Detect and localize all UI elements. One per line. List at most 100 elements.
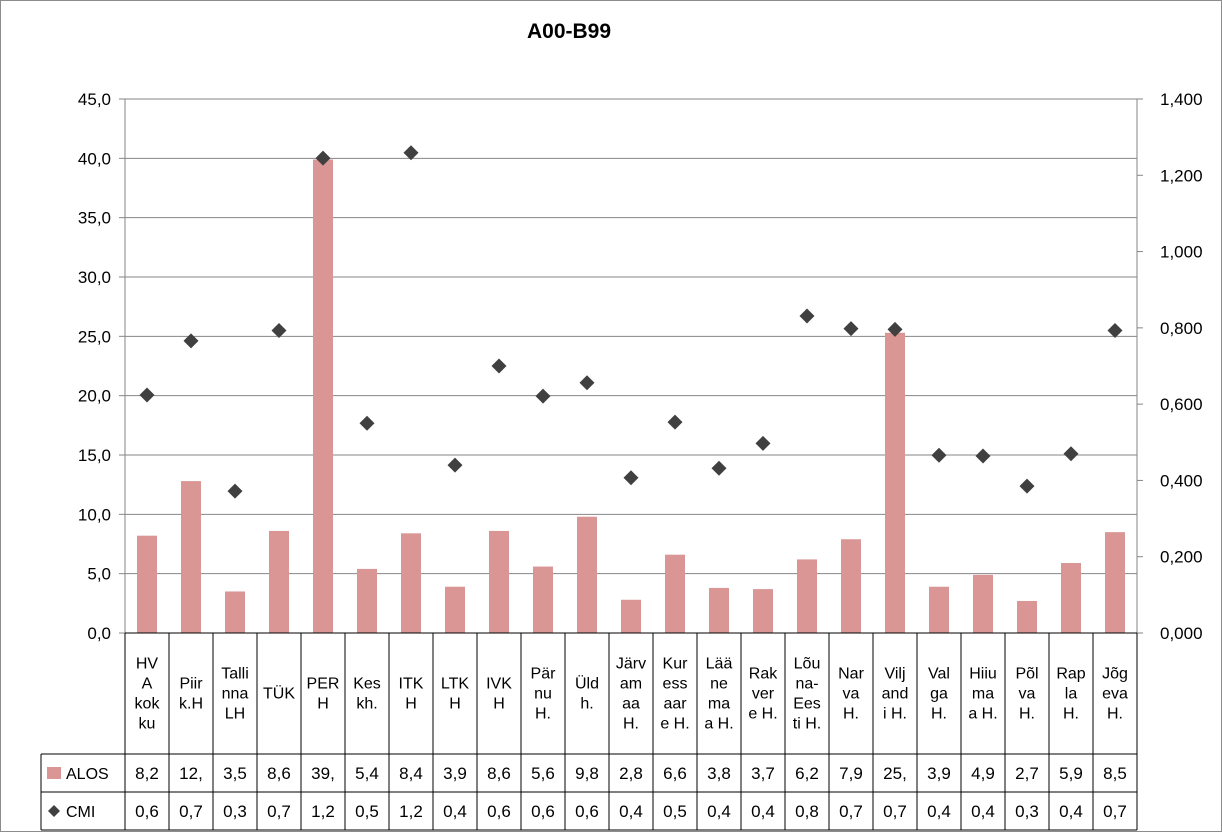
alos-bar <box>1105 532 1125 633</box>
alos-value-label: 3,7 <box>751 764 775 783</box>
alos-value-label: 4,9 <box>971 764 995 783</box>
left-tick-label: 20,0 <box>78 387 111 406</box>
cmi-marker <box>1019 478 1035 494</box>
alos-bar <box>225 591 245 633</box>
alos-bar <box>885 332 905 633</box>
category-label: Nar va H. <box>838 666 864 723</box>
cmi-value-label: 0,4 <box>751 802 775 821</box>
alos-bar <box>489 530 509 633</box>
alos-value-label: 25, <box>883 764 907 783</box>
cmi-marker <box>1063 446 1079 462</box>
cmi-value-label: 1,2 <box>311 802 335 821</box>
alos-value-label: 3,9 <box>927 764 951 783</box>
left-tick-label: 5,0 <box>87 565 111 584</box>
alos-bar <box>137 535 157 633</box>
cmi-marker <box>579 375 595 391</box>
alos-bar <box>357 568 377 633</box>
alos-value-label: 3,5 <box>223 764 247 783</box>
cmi-value-label: 0,7 <box>267 802 291 821</box>
cmi-value-label: 0,6 <box>531 802 555 821</box>
cmi-legend-label: CMI <box>66 804 95 821</box>
right-tick-label: 1,000 <box>1160 243 1203 262</box>
cmi-value-label: 0,4 <box>443 802 467 821</box>
alos-value-label: 3,8 <box>707 764 731 783</box>
left-tick-label: 15,0 <box>78 446 111 465</box>
cmi-value-label: 0,5 <box>355 802 379 821</box>
cmi-marker <box>711 460 727 476</box>
category-label: PER H <box>307 676 340 713</box>
alos-value-label: 9,8 <box>575 764 599 783</box>
right-tick-label: 0,600 <box>1160 395 1203 414</box>
cmi-marker <box>1107 323 1123 339</box>
left-tick-label: 35,0 <box>78 209 111 228</box>
left-tick-label: 0,0 <box>87 624 111 643</box>
cmi-legend-swatch <box>48 805 60 817</box>
cmi-marker <box>447 457 463 473</box>
cmi-marker <box>271 323 287 339</box>
alos-value-label: 8,2 <box>135 764 159 783</box>
alos-value-label: 8,4 <box>399 764 423 783</box>
cmi-marker <box>843 321 859 337</box>
category-label: Vilj and i H. <box>882 666 909 723</box>
right-tick-label: 0,200 <box>1160 548 1203 567</box>
left-tick-label: 30,0 <box>78 268 111 287</box>
category-label: IVK H <box>486 676 512 713</box>
alos-value-label: 8,6 <box>487 764 511 783</box>
cmi-value-label: 0,3 <box>223 802 247 821</box>
alos-bar <box>577 516 597 633</box>
cmi-marker <box>975 448 991 464</box>
right-tick-label: 1,200 <box>1160 166 1203 185</box>
alos-bar <box>401 533 421 633</box>
alos-value-label: 6,2 <box>795 764 819 783</box>
left-tick-label: 25,0 <box>78 327 111 346</box>
cmi-marker <box>623 470 639 486</box>
alos-bar <box>313 159 333 633</box>
category-label: Lää ne ma a H. <box>704 656 733 733</box>
axes: 0,0 5,0 10,0 15,0 20,0 25,0 30,0 35,0 40,0 45,0 0,… <box>78 90 1203 643</box>
right-tick-label: 0,000 <box>1160 624 1203 643</box>
alos-bar <box>973 574 993 633</box>
category-label: Rak ver e H. <box>748 666 778 723</box>
cmi-value-label: 0,4 <box>619 802 643 821</box>
cmi-value-label: 0,4 <box>1059 802 1083 821</box>
cmi-value-label: 0,5 <box>663 802 687 821</box>
category-label: Val ga H. <box>928 666 950 723</box>
right-tick-label: 0,800 <box>1160 319 1203 338</box>
alos-bar <box>181 481 201 633</box>
alos-value-label: 3,9 <box>443 764 467 783</box>
alos-value-label: 2,8 <box>619 764 643 783</box>
cmi-value-label: 0,8 <box>795 802 819 821</box>
cmi-value-label: 0,6 <box>135 802 159 821</box>
cmi-markers <box>139 145 1123 499</box>
cmi-marker <box>667 414 683 430</box>
alos-bar <box>929 586 949 633</box>
category-label: Kes kh. <box>353 676 381 713</box>
cmi-value-label: 0,6 <box>487 802 511 821</box>
cmi-marker <box>139 387 155 403</box>
cmi-marker <box>227 483 243 499</box>
category-label: Üld h. <box>575 675 599 713</box>
cmi-value-label: 0,7 <box>839 802 863 821</box>
chart-title: A00-B99 <box>527 20 611 43</box>
cmi-marker <box>755 435 771 451</box>
cmi-marker <box>799 308 815 324</box>
alos-bar <box>445 586 465 633</box>
cmi-marker <box>183 333 199 349</box>
alos-bar <box>269 530 289 633</box>
alos-bar <box>1061 562 1081 633</box>
category-label: Piir k.H <box>179 676 203 713</box>
cmi-marker <box>491 358 507 374</box>
alos-value-label: 8,6 <box>267 764 291 783</box>
cmi-marker <box>359 415 375 431</box>
left-tick-label: 10,0 <box>78 505 111 524</box>
alos-value-label: 12, <box>179 764 203 783</box>
category-label: LTK H <box>441 676 469 713</box>
category-label: Talli nna LH <box>221 666 249 723</box>
alos-value-label: 5,4 <box>355 764 379 783</box>
right-tick-label: 0,400 <box>1160 471 1203 490</box>
